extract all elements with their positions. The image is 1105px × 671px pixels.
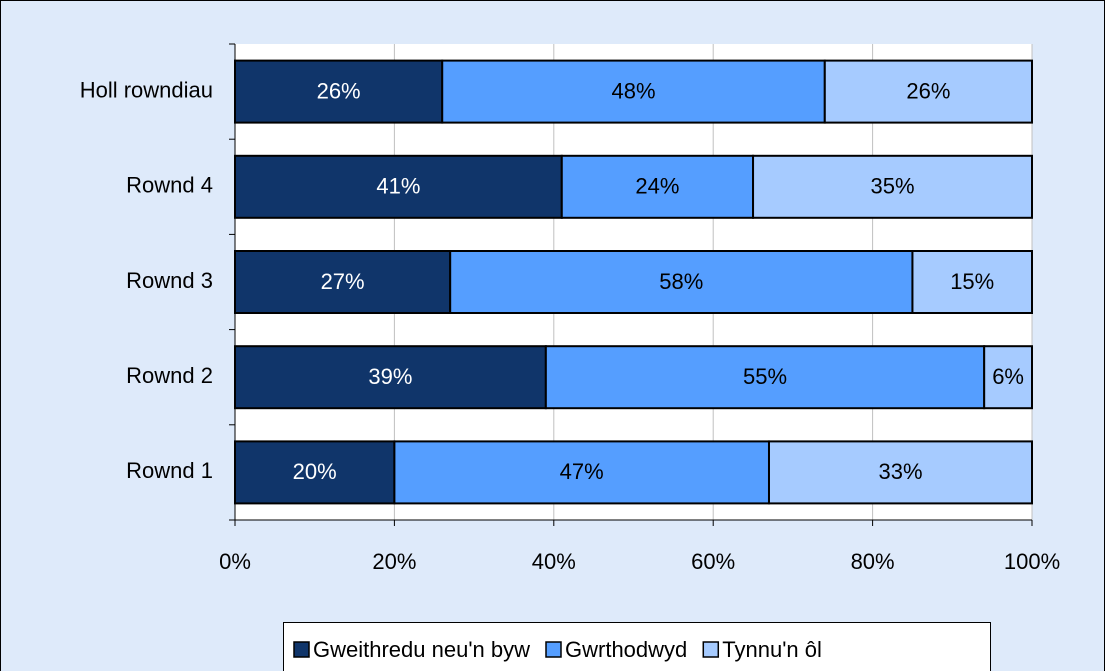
bar-segment (234, 59, 444, 124)
x-tick-label: 40% (532, 549, 576, 574)
legend-label: Gwrthodwyd (565, 637, 687, 662)
data-label: 24% (635, 174, 679, 199)
x-tick-label: 80% (851, 549, 895, 574)
y-tick-label: Rownd 1 (126, 458, 213, 483)
bar-segment (544, 345, 986, 410)
data-label: 20% (293, 459, 337, 484)
x-tick-label: 0% (219, 549, 251, 574)
data-label: 41% (376, 174, 420, 199)
data-label: 58% (659, 269, 703, 294)
bar-segment (449, 250, 914, 314)
data-label: 48% (611, 78, 655, 103)
bar-segment (560, 154, 755, 219)
bar-segment (823, 59, 1034, 124)
data-label: 15% (950, 269, 994, 294)
legend (283, 622, 991, 671)
bar-segment (767, 440, 1033, 505)
y-tick-label: Holl rowndiau (80, 77, 213, 102)
data-label: 26% (906, 78, 950, 103)
data-label: 27% (321, 269, 365, 294)
legend-swatch (545, 641, 562, 658)
legend-label: Tynnu'n ôl (722, 637, 822, 662)
data-label: 6% (992, 364, 1024, 389)
y-tick-label: Rownd 3 (126, 268, 213, 293)
data-label: 47% (560, 459, 604, 484)
bar-segment (911, 250, 1034, 314)
bar-segment (441, 59, 826, 124)
data-label: 39% (368, 364, 412, 389)
x-tick-label: 100% (1004, 549, 1060, 574)
bar-segment (234, 250, 452, 314)
bar-segment (752, 154, 1033, 219)
x-tick-label: 20% (372, 549, 416, 574)
y-tick-label: Rownd 4 (126, 173, 213, 198)
legend-swatch (293, 641, 310, 658)
data-label: 35% (871, 174, 915, 199)
data-label: 33% (878, 459, 922, 484)
y-tick-label: Rownd 2 (126, 363, 213, 388)
bar-segment (234, 154, 563, 219)
bar-segment (983, 345, 1033, 410)
bar-segment (234, 345, 547, 410)
legend-label: Gweithredu neu'n byw (313, 637, 530, 662)
x-tick-label: 60% (691, 549, 735, 574)
data-label: 55% (743, 364, 787, 389)
legend-swatch (702, 641, 720, 658)
data-label: 26% (317, 78, 361, 103)
